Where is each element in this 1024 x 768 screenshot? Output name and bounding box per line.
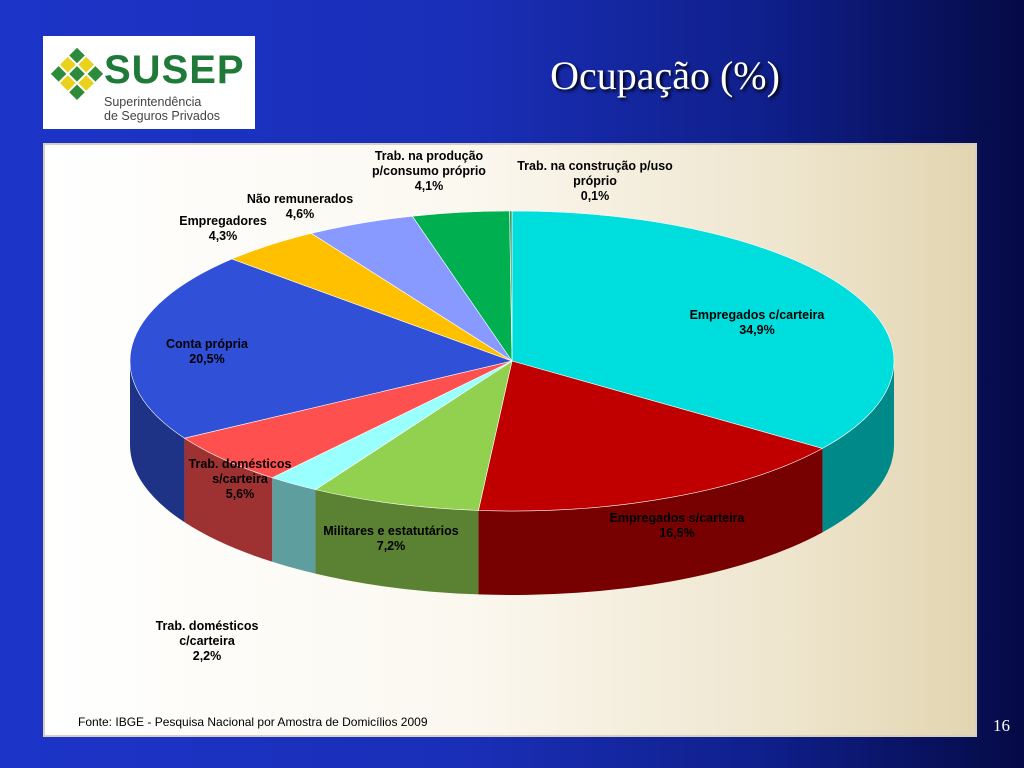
susep-diamond-icon bbox=[50, 47, 104, 101]
pie-chart: Empregados c/carteira 34,9% Empregados s/c… bbox=[129, 149, 895, 663]
pie-label-9: Trab. na construção p/uso próprio 0,1% bbox=[517, 159, 673, 203]
pie-slice-9 bbox=[509, 210, 513, 362]
pie-slice-4 bbox=[183, 360, 513, 479]
pie-side-3 bbox=[272, 477, 316, 574]
pie-slice-2 bbox=[314, 360, 513, 511]
pie-label-3: Trab. domésticos c/carteira 2,2% bbox=[156, 619, 259, 663]
pie-label-0: Empregados c/carteira 34,9% bbox=[690, 308, 826, 337]
pie-label-2: Militares e estatutários 7,2% bbox=[323, 524, 459, 553]
chart-panel: Empregados c/carteira 34,9% Empregados s/c… bbox=[43, 143, 977, 737]
pie-side-0 bbox=[822, 361, 894, 533]
pie-side-5 bbox=[130, 361, 185, 523]
page-number: 16 bbox=[993, 716, 1010, 735]
pie-label-1: Empregados s/carteira 16,5% bbox=[610, 511, 746, 540]
slide-title: Ocupação (%) bbox=[550, 53, 780, 98]
pie-label-7: Não remunerados 4,6% bbox=[247, 192, 353, 221]
susep-logo bbox=[43, 36, 255, 129]
logo-name: SUSEP bbox=[104, 48, 245, 92]
logo-subtitle-line1: Superintendência bbox=[104, 95, 202, 109]
pie-side-4 bbox=[184, 438, 273, 562]
pie-label-8: Trab. na produção p/consumo próprio 4,1% bbox=[372, 149, 486, 193]
pie-slice-0 bbox=[511, 210, 895, 449]
pie-label-5: Conta própria 20,5% bbox=[166, 337, 249, 366]
pie-slice-5 bbox=[129, 258, 514, 439]
pie-label-4: Trab. domésticos s/carteira 5,6% bbox=[189, 457, 292, 501]
pie-side-1 bbox=[478, 448, 823, 595]
logo-subtitle-line2: de Seguros Privados bbox=[104, 109, 221, 123]
pie-label-6: Empregadores 4,3% bbox=[179, 214, 267, 243]
pie-slice-1 bbox=[478, 360, 824, 512]
pie-side-2 bbox=[315, 489, 479, 595]
source-note: Fonte: IBGE - Pesquisa Nacional por Amos… bbox=[78, 715, 428, 729]
